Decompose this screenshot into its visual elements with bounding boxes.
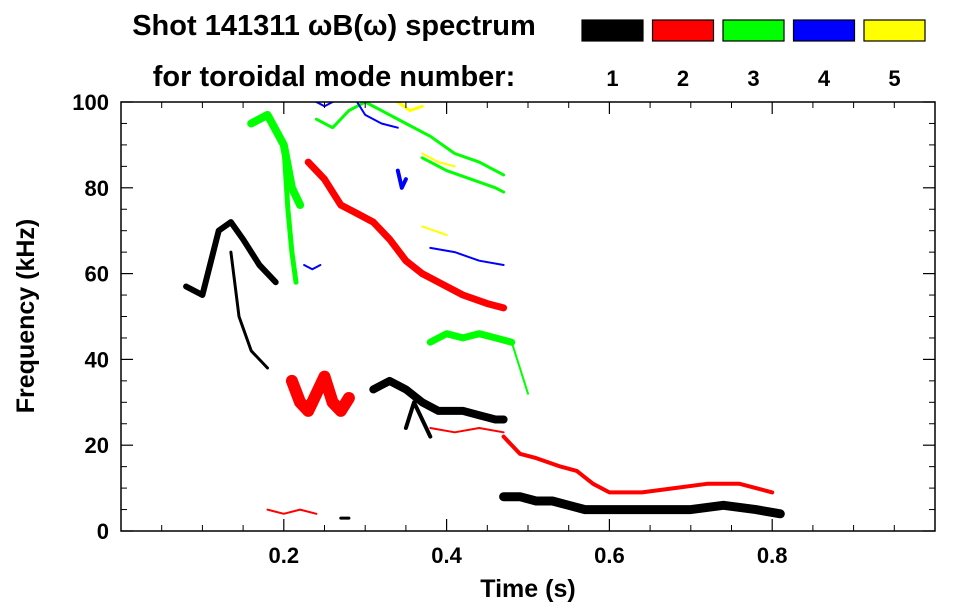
- chart-title-line1: Shot 141311 ωB(ω) spectrum: [132, 10, 536, 42]
- legend-swatch-n2: [651, 19, 715, 42]
- series-1-segment-1: [183, 219, 279, 298]
- series-4-segment-4: [429, 246, 505, 266]
- y-tick-label: 100: [72, 90, 109, 115]
- legend-label-n4: 4: [818, 66, 831, 91]
- legend-swatch-n1: [581, 19, 644, 42]
- series-5-segment-3: [421, 225, 448, 236]
- y-tick-label: 60: [85, 262, 109, 287]
- chart-title-line2: for toroidal mode number:: [153, 61, 516, 93]
- y-tick-label: 40: [85, 347, 109, 372]
- legend-label-n1: 1: [606, 66, 618, 91]
- series-1-segment-3: [369, 376, 508, 424]
- legend-swatch-n4: [792, 19, 856, 42]
- plot-frame: [120, 101, 936, 532]
- series-2-segment-2: [304, 158, 508, 312]
- legend-label-n3: 3: [747, 66, 759, 91]
- series-5-segment-1: [396, 102, 424, 113]
- y-tick-label: 20: [85, 433, 109, 458]
- spectrum-data: [183, 102, 785, 520]
- series-5-segment-2: [421, 152, 456, 168]
- legend-label-n5: 5: [888, 66, 900, 91]
- x-tick-label: 0.8: [757, 543, 788, 568]
- y-tick-label: 0: [97, 519, 109, 544]
- axes: 0 20 40 60 80 100 0.2 0.4 0.6 0.8: [72, 90, 935, 568]
- series-4-segment-3: [395, 168, 408, 190]
- series-2-segment-1: [285, 370, 355, 417]
- y-axis-label: Frequency (kHz): [12, 219, 40, 413]
- legend-swatch-n5: [863, 19, 926, 42]
- x-axis-label: Time (s): [480, 575, 575, 603]
- series-3-segment-3: [314, 102, 506, 177]
- series-4-segment-2: [356, 102, 399, 129]
- series-1-segment-4: [403, 400, 433, 439]
- series-2-segment-5: [266, 508, 318, 515]
- y-tick-label: 80: [85, 176, 109, 201]
- series-1-segment-2: [229, 250, 269, 370]
- series-2-segment-4: [429, 427, 505, 434]
- legend-label-n2: 2: [677, 66, 689, 91]
- x-tick-label: 0.4: [431, 543, 462, 568]
- series-2-segment-3: [501, 434, 775, 495]
- series-3-segment-5: [426, 330, 516, 346]
- x-tick-label: 0.6: [594, 543, 625, 568]
- x-tick-label: 0.2: [269, 543, 300, 568]
- series-4-segment-5: [303, 264, 322, 271]
- legend: 1 2 3 4 5: [581, 19, 926, 91]
- series-1-segment-5: [499, 492, 785, 519]
- series-3-segment-1: [247, 110, 305, 209]
- series-3-segment-6: [510, 341, 529, 395]
- legend-swatch-n3: [722, 19, 785, 42]
- series-3-segment-2: [281, 142, 299, 285]
- series-3-segment-4: [420, 156, 506, 194]
